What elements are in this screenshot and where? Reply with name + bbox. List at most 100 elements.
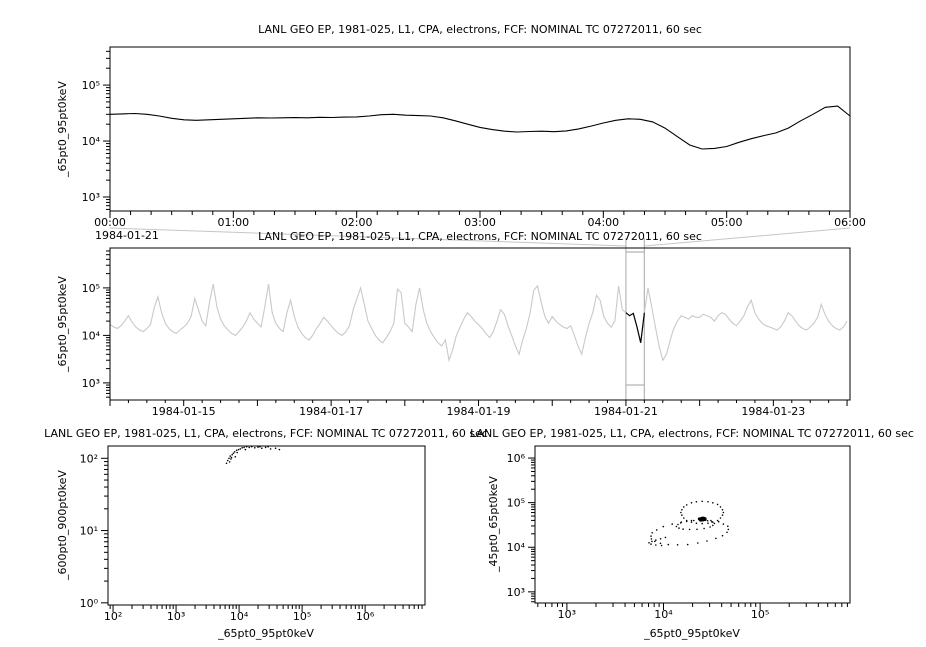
scatter-point — [721, 509, 724, 511]
x-axis[interactable]: 10³ 10⁴ 10⁵ — [537, 603, 848, 621]
y-axis-label-top[interactable]: _65pt0_95pt0keV — [56, 81, 69, 178]
scatter-point — [688, 528, 691, 531]
y-tick-label: 10³ — [507, 586, 525, 599]
scatter-point — [667, 543, 670, 546]
x-tick-label: 1984-01-15 — [152, 405, 216, 418]
y-tick-label: 10³ — [82, 191, 100, 204]
scatter-point — [677, 523, 679, 526]
panel-scatter-600-900-vs-65-95: 10⁰ 10¹ 10² 10² 10³ 10⁴ 10⁵ 10⁶ — [80, 445, 426, 623]
plot-area-top-timeseries[interactable] — [110, 47, 850, 211]
panel-title-scatter-left: LANL GEO EP, 1981-025, L1, CPA, electron… — [44, 427, 488, 440]
scatter-point — [659, 538, 662, 540]
y-tick-label: 10⁵ — [82, 282, 100, 295]
y-axis[interactable]: 10³ 10⁴ 10⁵ — [82, 50, 110, 210]
scatter-point — [655, 544, 657, 546]
scatter-point — [664, 536, 667, 539]
scatter-point — [680, 511, 682, 514]
x-tick-label: 01:00 — [217, 216, 249, 229]
y-axis[interactable]: 10⁰ 10¹ 10² — [80, 452, 108, 610]
x-tick-label: 10⁶ — [356, 610, 375, 623]
scatter-point — [239, 448, 242, 450]
y-axis[interactable]: 10³ 10⁴ 10⁵ 10⁶ — [507, 452, 535, 603]
scatter-point — [707, 522, 709, 524]
scatter-point — [683, 506, 685, 508]
scatter-point — [711, 521, 713, 523]
x-tick-label: 04:00 — [587, 216, 619, 229]
scatter-point — [682, 528, 684, 530]
scatter-point — [264, 446, 267, 449]
scatter-point — [650, 535, 652, 537]
x-tick-label: 00:00 — [94, 216, 126, 229]
y-tick-label: 10⁵ — [82, 79, 100, 92]
scatter-point — [719, 506, 722, 508]
scatter-point — [648, 542, 650, 544]
scatter-point — [701, 522, 703, 525]
scatter-point — [716, 503, 719, 506]
x-tick-label: 03:00 — [464, 216, 496, 229]
y-axis[interactable]: 10³ 10⁴ 10⁵ — [82, 250, 110, 398]
scatter-point — [241, 447, 243, 449]
scatter-point — [681, 514, 683, 516]
x-axis[interactable]: 10² 10³ 10⁴ 10⁵ 10⁶ — [104, 605, 423, 623]
context-overview-links — [109, 227, 851, 400]
scatter-point — [690, 502, 693, 504]
scatter-point — [690, 519, 693, 522]
scatter-point — [237, 448, 240, 451]
panel-scatter-45-65-vs-65-95: 10³ 10⁴ 10⁵ 10⁶ 10³ 10⁴ 10⁵ — [507, 445, 851, 621]
plot-area-context-timeseries[interactable] — [110, 248, 850, 400]
y-tick-label: 10² — [80, 452, 98, 465]
scatter-point — [261, 447, 263, 450]
scatter-point — [257, 446, 259, 448]
selection-box[interactable] — [625, 238, 645, 400]
x-tick-label: 10⁴ — [230, 610, 249, 623]
scatter-point — [707, 501, 709, 503]
plot-frame — [109, 247, 851, 401]
y-axis-label-context[interactable]: _65pt0_95pt0keV — [56, 276, 69, 373]
scatter-point — [226, 459, 229, 462]
x-tick-label: 10³ — [558, 608, 576, 621]
scatter-point — [662, 525, 665, 528]
scatter-point — [243, 446, 245, 449]
scatter-point — [727, 528, 730, 531]
x-tick-label: 1984-01-23 — [741, 405, 805, 418]
scatter-point — [650, 543, 652, 545]
scatter-point — [269, 448, 272, 450]
x-axis-label-scatter-right[interactable]: _65pt0_95pt0keV — [643, 627, 740, 640]
scatter-point — [229, 455, 232, 457]
x-tick-label: 10³ — [167, 610, 185, 623]
scatter-point — [228, 461, 231, 463]
plot-area-scatter-600-900-vs-65-95[interactable] — [108, 446, 425, 605]
y-tick-label: 10¹ — [80, 525, 98, 538]
y-tick-label: 10⁴ — [82, 329, 101, 342]
x-axis[interactable]: 00:00 01:00 02:00 03:00 04:00 05:00 06:00 — [94, 211, 866, 229]
scatter-point — [701, 500, 703, 503]
x-axis-label-scatter-left[interactable]: _65pt0_95pt0keV — [217, 627, 314, 640]
x-tick-label: 1984-01-19 — [447, 405, 511, 418]
scatter-point — [651, 532, 653, 534]
scatter-point — [703, 527, 705, 530]
scatter-point — [225, 462, 228, 465]
scatter-point — [727, 525, 729, 527]
scatter-point — [659, 542, 662, 545]
x-tick-label: 10⁴ — [654, 608, 673, 621]
scatter-point — [695, 522, 698, 524]
y-axis-label-scatter-left[interactable]: _600pt0_900pt0keV — [56, 470, 69, 581]
x-tick-label: 10⁵ — [751, 608, 769, 621]
plot-area-scatter-45-65-vs-65-95[interactable] — [535, 446, 850, 603]
scatter-point — [706, 540, 708, 542]
scatter-point — [651, 540, 653, 543]
scatter-point — [660, 544, 663, 547]
scatter-point — [722, 511, 725, 514]
y-axis-label-scatter-right[interactable]: _45pt0_65pt0keV — [487, 476, 500, 573]
scatter-point — [717, 520, 720, 523]
x-axis[interactable]: 1984-01-15 1984-01-17 1984-01-19 1984-01-21… — [109, 400, 848, 418]
scatter-point — [685, 504, 688, 506]
scatter-point — [686, 543, 689, 546]
scatter-point — [706, 520, 709, 522]
panel-title-top: LANL GEO EP, 1981-025, L1, CPA, electron… — [258, 23, 702, 36]
scatter-point — [719, 517, 722, 519]
x-tick-label: 06:00 — [834, 216, 866, 229]
